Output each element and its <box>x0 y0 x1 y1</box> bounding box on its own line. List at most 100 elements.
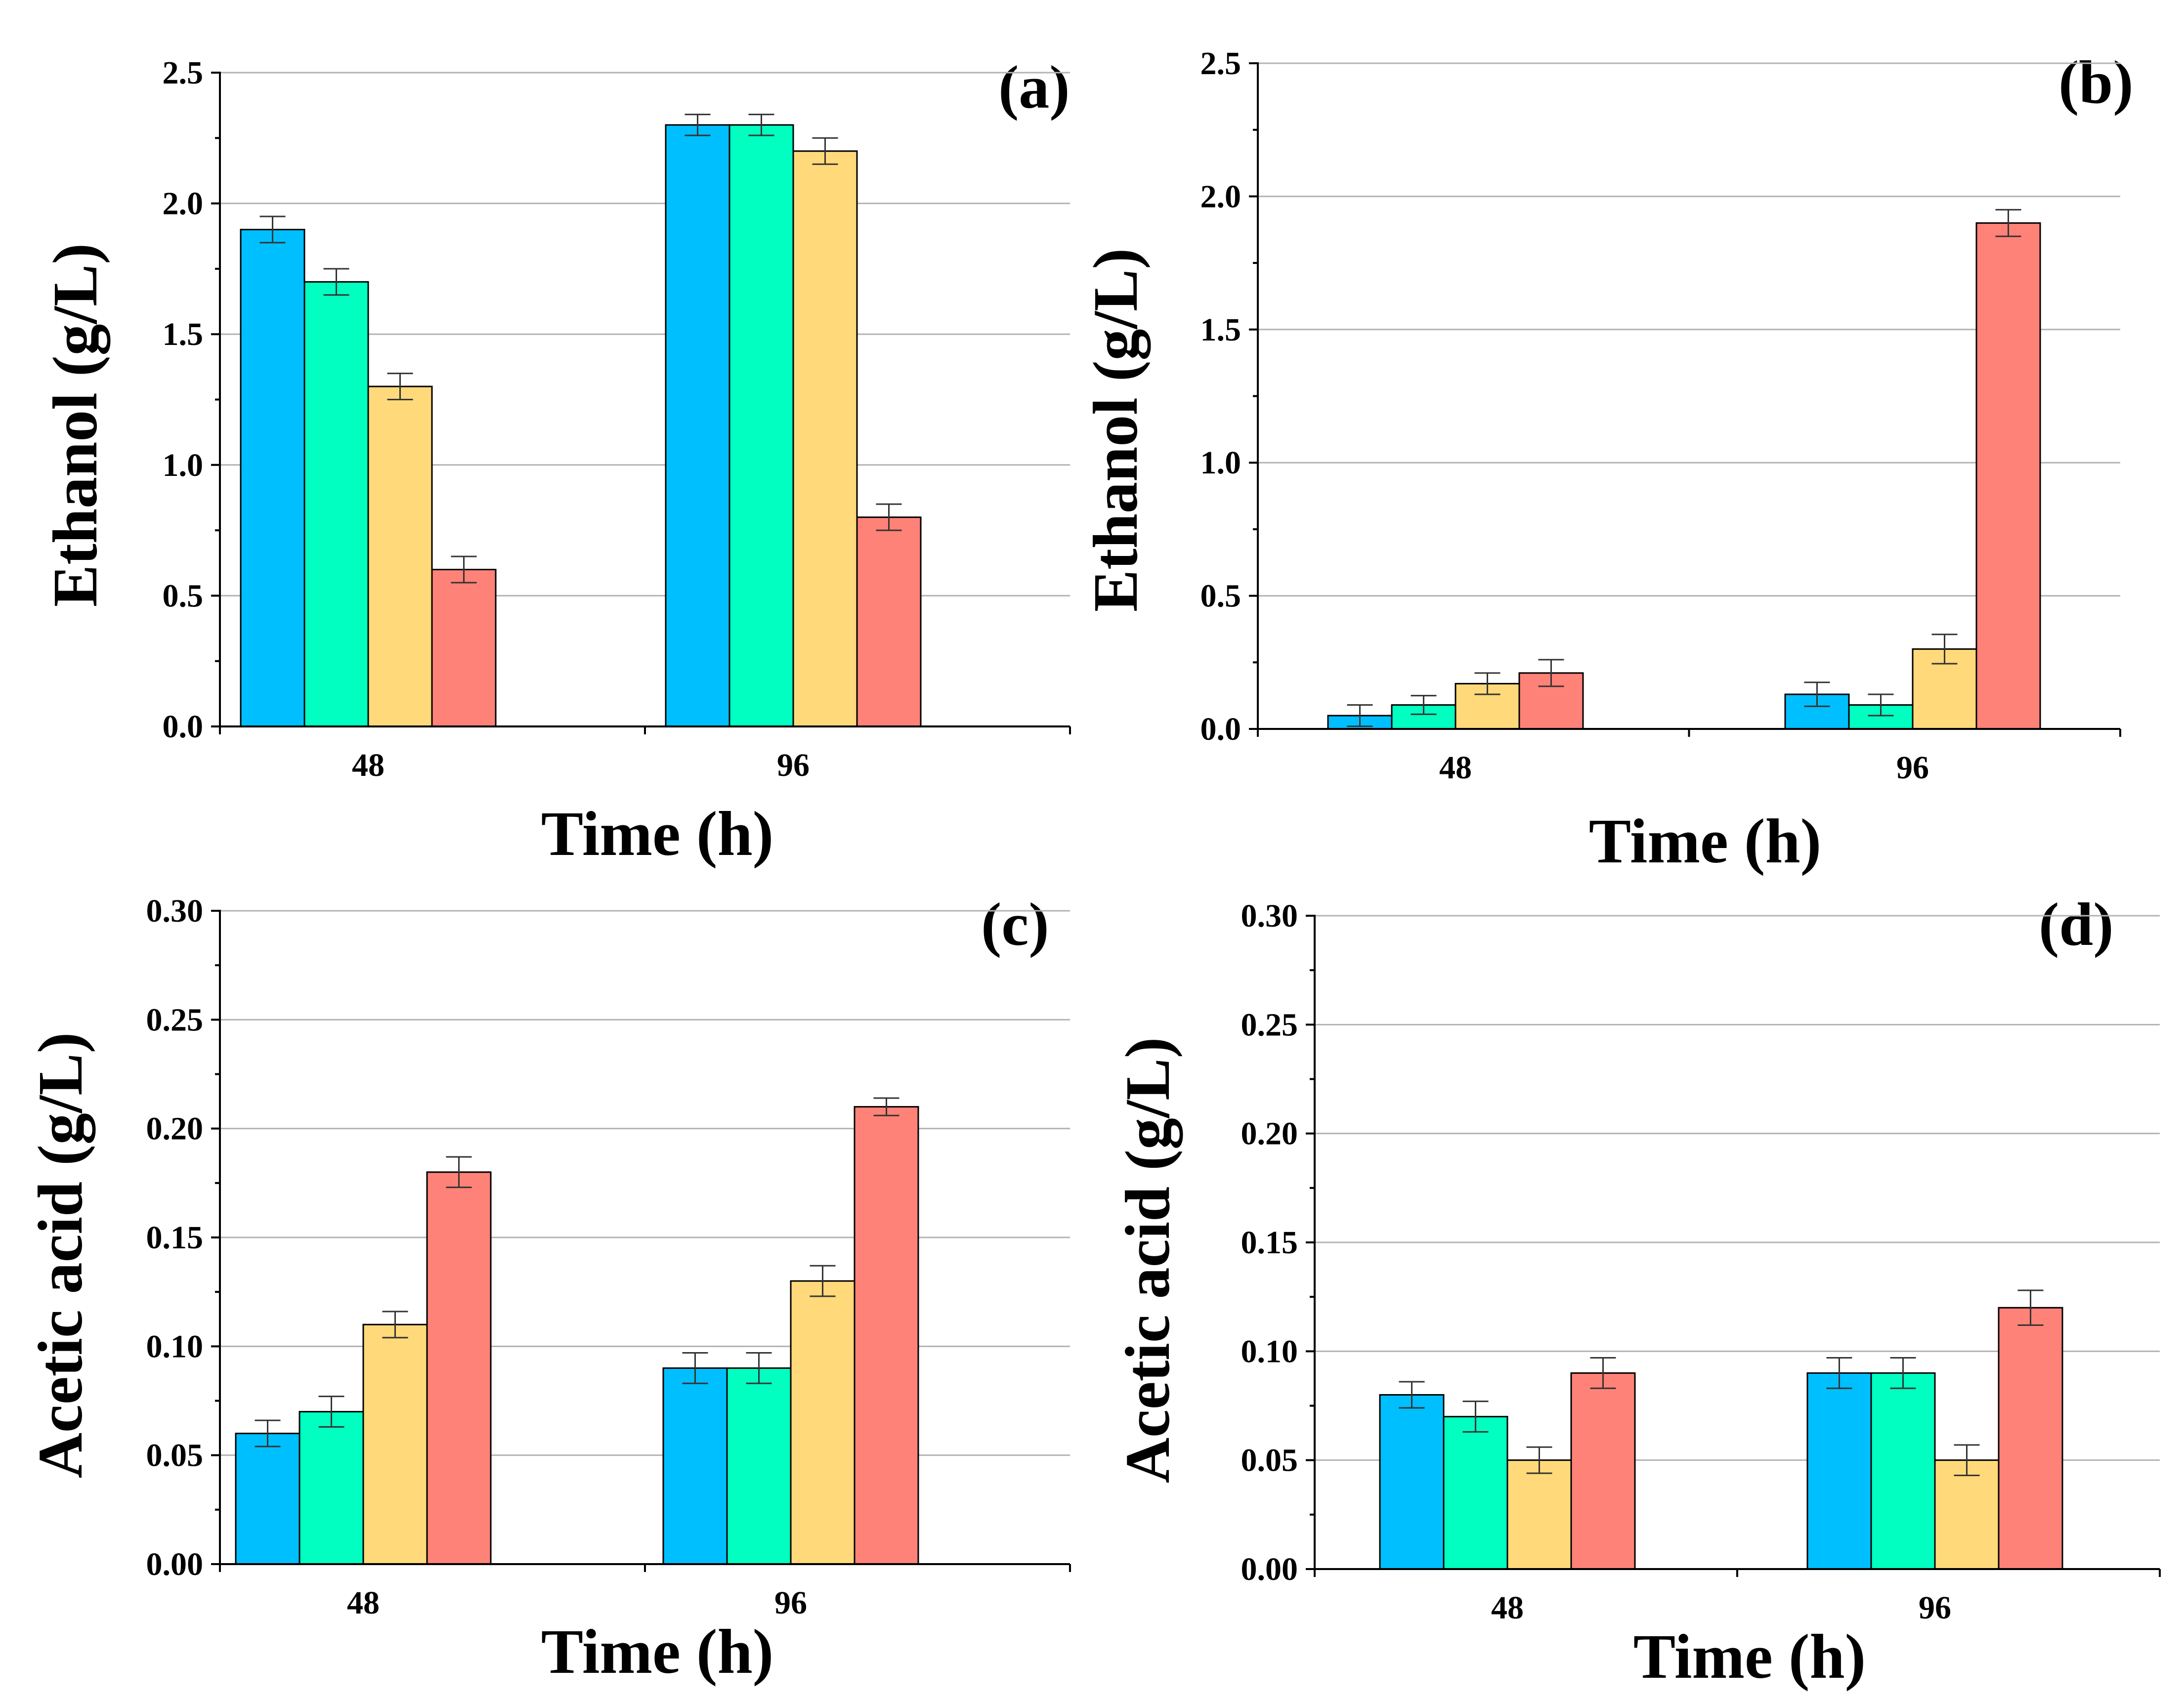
panel-d-bar-series-1-48 <box>1379 1394 1445 1570</box>
panel-c-bar-series-3-96 <box>790 1280 856 1565</box>
panel-b-ylabel: Ethanol (g/L) <box>1080 248 1151 612</box>
panel-d-xlabel: Time (h) <box>1633 1621 1866 1692</box>
panel-b: (b) Time (h) Ethanol (g/L) 0.0 0.5 1.0 1.5 2… <box>1080 45 2134 876</box>
panel-b-xtick-label: 96 <box>1896 750 1929 786</box>
panel-a-xtick-label: 96 <box>777 747 810 783</box>
panel-a-label: (a) <box>998 53 1070 121</box>
panel-c-xlabel: Time (h) <box>541 1616 774 1687</box>
panel-d-ytick-label: 0.15 <box>1241 1225 1298 1261</box>
panel-d-errorbar <box>1462 1401 1489 1433</box>
panel-a-xlabel: Time (h) <box>541 799 774 869</box>
panel-b-ytick-label: 1.0 <box>1200 445 1242 481</box>
panel-d-ytick-label: 0.05 <box>1241 1443 1298 1479</box>
panel-a-bar-series-2-48 <box>303 281 369 727</box>
panel-c-ytick-label: 0.25 <box>146 1002 204 1038</box>
panel-b-errorbar <box>1868 693 1894 717</box>
panel-c-bar-series-4-96 <box>854 1106 919 1565</box>
panel-d-ytick-label: 0.25 <box>1241 1007 1298 1043</box>
panel-c: (c) Time (h) Acetic acid (g/L) 0.00 0.05 0… <box>25 891 1071 1687</box>
panel-b-xtick-label: 48 <box>1439 750 1472 786</box>
panel-d-ytick-label: 0.10 <box>1241 1333 1298 1369</box>
panel-b-ytick-label: 0.5 <box>1200 578 1242 614</box>
panel-c-ytick-label: 0.05 <box>146 1438 204 1474</box>
panel-b-errorbar <box>1411 695 1437 715</box>
panel-d-errorbar <box>1590 1357 1616 1389</box>
panel-d-errorbar <box>1526 1446 1552 1474</box>
panel-c-errorbar <box>255 1419 281 1447</box>
panel-c-ylabel: Acetic acid (g/L) <box>25 1032 95 1479</box>
panel-a-ytick-label: 1.5 <box>163 316 204 352</box>
panel-a: (a) Time (h) Ethanol (g/L) 0.0 0.5 1.0 1.5 2… <box>40 53 1071 869</box>
panel-c-errorbar <box>682 1352 708 1384</box>
panel-a-bar-series-4-96 <box>856 516 922 727</box>
panel-c-errorbar <box>746 1352 772 1384</box>
panel-d-ytick-label: 0.30 <box>1241 898 1298 934</box>
panel-c-ytick-label: 0.15 <box>146 1220 204 1256</box>
panel-c-ytick-label: 0.20 <box>146 1111 204 1147</box>
panel-d-bar-series-4-48 <box>1570 1372 1636 1570</box>
panel-a-errorbar <box>876 503 902 531</box>
panel-d-xtick-label: 96 <box>1919 1590 1951 1626</box>
panel-c-errorbar <box>382 1311 408 1339</box>
panel-c-xtick-label: 96 <box>774 1585 807 1621</box>
panel-b-ytick-label: 0.0 <box>1200 711 1242 747</box>
panel-a-errorbar <box>685 114 711 136</box>
panel-d-bar-series-2-96 <box>1870 1372 1936 1570</box>
panel-d-ytick-label: 0.20 <box>1241 1116 1298 1152</box>
panel-a-bar-series-3-48 <box>367 385 433 727</box>
panel-b-ytick-label: 1.5 <box>1200 312 1242 348</box>
panel-a-xtick-label: 48 <box>352 747 385 783</box>
panel-d-errorbar <box>1954 1444 1980 1477</box>
panel-b-ytick-label: 2.5 <box>1200 45 1242 82</box>
panel-c-bar-series-2-96 <box>726 1367 792 1565</box>
panel-c-ytick-label: 0.00 <box>146 1546 204 1582</box>
panel-c-bar-series-1-96 <box>662 1367 728 1565</box>
panel-b-ytick-label: 2.0 <box>1200 178 1242 214</box>
panel-d-errorbar <box>1890 1357 1916 1389</box>
panel-a-errorbar <box>323 268 349 296</box>
panel-a-ytick-label: 2.5 <box>163 55 204 91</box>
panel-d: (d) Time (h) Acetic acid (g/L) 0.00 0.05 0… <box>1113 891 2161 1692</box>
panel-b-errorbar <box>1931 634 1958 665</box>
panel-a-bar-series-2-96 <box>728 124 794 727</box>
panel-c-bar-series-2-48 <box>299 1411 364 1565</box>
panel-c-errorbar <box>873 1097 899 1116</box>
panel-c-bar-series-3-48 <box>362 1323 428 1565</box>
panel-a-bar-series-4-48 <box>431 568 497 727</box>
panel-d-ytick-label: 0.00 <box>1241 1551 1298 1587</box>
panel-d-errorbar <box>2017 1289 2044 1326</box>
panel-b-xlabel: Time (h) <box>1589 806 1822 876</box>
panel-d-label: (d) <box>2039 891 2114 958</box>
panel-c-ytick-label: 0.10 <box>146 1328 204 1364</box>
panel-d-bar-series-3-48 <box>1506 1459 1572 1570</box>
panel-a-ytick-label: 0.0 <box>163 709 204 745</box>
panel-d-errorbar <box>1399 1381 1425 1409</box>
panel-b-errorbar <box>1474 672 1500 695</box>
panel-d-ylabel: Acetic acid (g/L) <box>1113 1037 1183 1484</box>
panel-a-errorbar <box>387 373 413 400</box>
panel-b-label: (b) <box>2058 48 2134 116</box>
panel-a-errorbar <box>812 137 838 165</box>
panel-b-errorbar <box>1804 681 1830 707</box>
panel-c-errorbar <box>318 1396 344 1428</box>
panel-a-ytick-label: 2.0 <box>163 186 204 222</box>
panel-d-errorbar <box>1826 1357 1852 1389</box>
panel-d-bar-series-2-48 <box>1443 1416 1508 1570</box>
panel-c-errorbar <box>810 1265 836 1297</box>
panel-a-errorbar <box>259 215 286 244</box>
panel-a-bar-series-1-48 <box>240 229 305 727</box>
panel-d-bar-series-3-96 <box>1934 1459 2000 1570</box>
panel-c-bar-series-4-48 <box>426 1171 492 1565</box>
panel-c-ytick-label: 0.30 <box>146 893 204 929</box>
panel-c-errorbar <box>446 1156 472 1189</box>
panel-d-bar-series-1-96 <box>1806 1372 1872 1570</box>
panel-b-errorbar <box>1347 704 1373 727</box>
panel-d-xtick-label: 48 <box>1491 1590 1524 1626</box>
panel-a-ytick-label: 0.5 <box>163 578 204 614</box>
panel-b-errorbar <box>1538 659 1564 687</box>
panel-c-label: (c) <box>981 891 1049 958</box>
panel-a-ytick-label: 1.0 <box>163 447 204 483</box>
panel-c-bar-series-1-48 <box>235 1433 300 1565</box>
panel-a-bar-series-3-96 <box>792 150 858 727</box>
